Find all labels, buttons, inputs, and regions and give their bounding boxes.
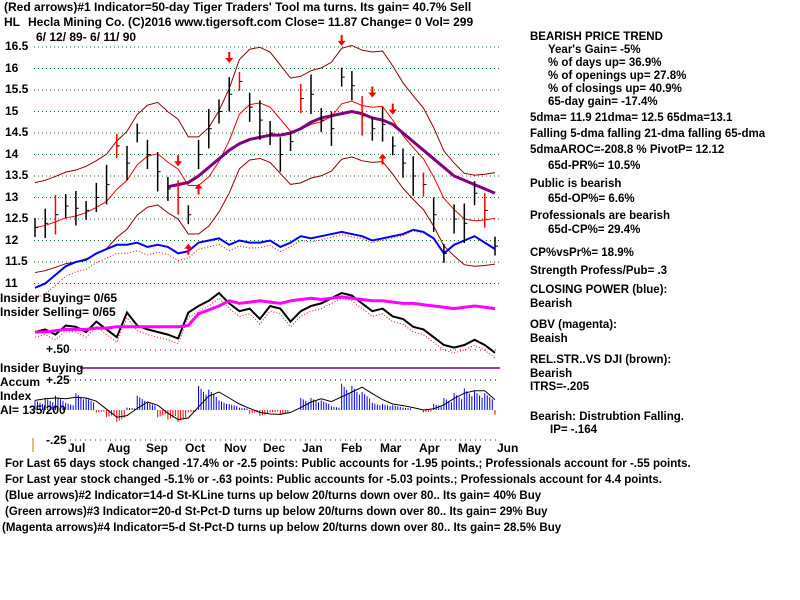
- op-percent: 65d-OP%= 6.6%: [548, 193, 635, 205]
- days-up: % of days up= 36.9%: [548, 57, 662, 69]
- strength-ratio: Strength Profess/Pub= .3: [530, 265, 668, 277]
- y-tick-label: 12: [5, 232, 19, 247]
- y-tick-label: 14: [5, 146, 19, 161]
- upper-band: [34, 44, 496, 184]
- indicator-1-header: (Red arrows)#1 Indicator=50-day Tiger Tr…: [4, 0, 472, 14]
- relstr-value: Bearish: [530, 368, 573, 380]
- plus-25-label: +.25: [46, 373, 70, 387]
- y-tick-label: 14.5: [5, 125, 29, 139]
- y-tick-label: 15.5: [5, 82, 29, 96]
- month-label: Jul: [68, 441, 86, 455]
- sell-arrow-icon: [337, 34, 346, 46]
- obv-line: [35, 295, 496, 334]
- y-tick-label: 15: [5, 103, 19, 118]
- sell-arrow-icon: [368, 86, 377, 98]
- y-tick-label: 12.5: [5, 211, 29, 225]
- lower-band: [34, 156, 496, 274]
- closing-power-value: Bearish: [530, 298, 573, 310]
- index-label: Index: [0, 389, 32, 403]
- month-label: Oct: [185, 441, 206, 455]
- sell-arrow-icon: [174, 155, 183, 167]
- month-label: Jan: [302, 441, 323, 455]
- openings-up: % of openings up= 27.8%: [548, 70, 687, 82]
- month-label: May: [458, 441, 482, 455]
- minus-25-label: -.25: [46, 433, 67, 447]
- closing-power-label: CLOSING POWER (blue):: [530, 284, 668, 296]
- y-tick-label: 16: [5, 60, 19, 75]
- month-label: Dec: [263, 441, 286, 455]
- gain-65: 65-day gain= -17.4%: [548, 96, 658, 108]
- plus-50-label: +.50: [46, 342, 70, 356]
- rel-strength-line: [34, 291, 496, 354]
- month-label: Jun: [497, 441, 519, 455]
- cp-vs-pr: CP%vsPr%= 18.9%: [530, 247, 634, 259]
- footer-magenta-arrows: (Magenta arrows)#4 Indicator=5-d St-Pct-…: [2, 522, 562, 534]
- month-label: Sep: [146, 441, 169, 455]
- ip-value: IP= -.164: [550, 424, 597, 436]
- footer-line-year: For Last year stock changed -5.1% or -.6…: [5, 474, 662, 486]
- professionals-status: Professionals are bearish: [530, 210, 670, 222]
- accum-index-ma: [34, 386, 496, 421]
- footer-blue-arrows: (Blue arrows)#2 Indicator=14-d St-KLine …: [5, 490, 542, 502]
- ma21-line: [34, 100, 496, 229]
- itrs-value: ITRS=-.205: [530, 381, 590, 393]
- dma-values: 5dma= 11.9 21dma= 12.5 65dma=13.1: [530, 112, 733, 124]
- footer-line-65-days: For Last 65 days stock changed -17.4% or…: [5, 458, 691, 470]
- y-tick-label: 11.5: [5, 254, 28, 268]
- distribution-status: Bearish: Distrubtion Falling.: [530, 411, 684, 423]
- month-label: Aug: [107, 441, 131, 455]
- pr-percent: 65d-PR%= 10.5%: [548, 160, 641, 172]
- symbol-label: HL: [4, 15, 20, 29]
- public-status: Public is bearish: [530, 178, 622, 190]
- insider-buying-label: Insider Buying: [0, 361, 84, 375]
- aroc-pivot: 5dmaAROC=-208.8 % PivotP= 12.12: [530, 144, 725, 156]
- ai-label: AI= 135/200: [0, 403, 66, 417]
- obv-value: Beaish: [530, 333, 568, 345]
- accum-label: Accum: [0, 375, 41, 389]
- closing-power-line: [34, 228, 496, 289]
- closings-up: % of closings up= 40.9%: [548, 83, 682, 95]
- company-header: Hecla Mining Co. (C)2016 www.tigersoft.c…: [28, 15, 474, 29]
- footer-green-arrows: (Green arrows)#3 Indicator=20-d St-Pct-D…: [5, 506, 548, 518]
- sell-arrow-icon: [388, 103, 397, 115]
- obv-label: OBV (magenta):: [530, 319, 617, 331]
- y-tick-label: 13.5: [5, 168, 29, 182]
- y-tick-label: 13: [5, 189, 19, 204]
- date-range: 6/ 12/ 89- 6/ 11/ 90: [36, 30, 137, 44]
- y-tick-label: 16.5: [5, 39, 29, 53]
- month-label: Mar: [380, 441, 402, 455]
- month-label: Feb: [341, 441, 363, 455]
- year-gain: Year's Gain= -5%: [548, 44, 641, 56]
- cp-percent: 65d-CP%= 29.4%: [548, 224, 641, 236]
- insider-buying-count: Insider Buying= 0/65: [0, 291, 118, 305]
- dma-falling: Falling 5-dma falling 21-dma falling 65-…: [530, 128, 766, 140]
- buy-arrow-icon: [194, 183, 203, 195]
- insider-selling-count: Insider Selling= 0/65: [0, 305, 116, 319]
- relstr-label: REL.STR..VS DJI (brown):: [530, 354, 672, 366]
- buy-arrow-icon: [184, 243, 193, 255]
- rel-strength-ma: [34, 297, 496, 359]
- month-label: Apr: [419, 441, 440, 455]
- sell-arrow-icon: [225, 52, 234, 64]
- trend-heading: BEARISH PRICE TREND: [530, 31, 663, 43]
- buy-arrow-icon: [378, 153, 387, 165]
- month-label: Nov: [224, 441, 247, 455]
- y-tick-label: 11: [5, 275, 18, 290]
